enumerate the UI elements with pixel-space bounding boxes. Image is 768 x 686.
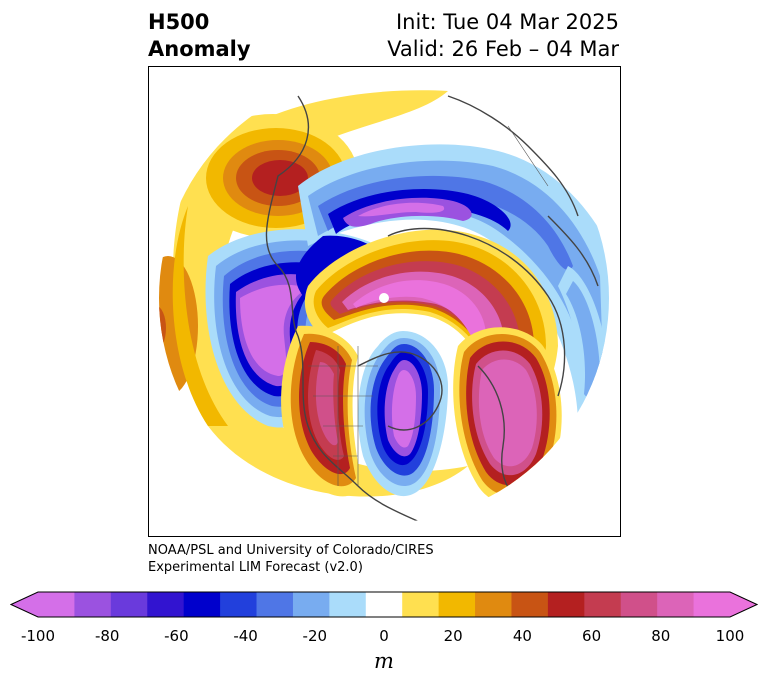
colorbar-unit: m xyxy=(374,649,394,673)
colorbar-outline xyxy=(10,591,758,618)
negative-anomaly-pacific xyxy=(205,229,388,428)
colorbar-segment xyxy=(547,592,585,617)
colorbar-tick-label: 0 xyxy=(379,627,389,645)
colorbar-tick-label: 20 xyxy=(443,627,463,645)
colorbar-segment xyxy=(38,592,75,617)
credit-text: NOAA/PSL and University of Colorado/CIRE… xyxy=(148,542,434,576)
north-pole-marker xyxy=(379,293,389,303)
colorbar-segment xyxy=(584,592,622,617)
colorbar-tick-label: -60 xyxy=(164,627,189,645)
credit-line-1: NOAA/PSL and University of Colorado/CIRE… xyxy=(148,543,434,558)
colorbar-segment xyxy=(365,592,403,617)
colorbar-segment xyxy=(256,592,294,617)
colorbar-segment xyxy=(292,592,330,617)
title-field: Anomaly xyxy=(148,37,251,61)
colorbar-over-arrow xyxy=(730,592,757,617)
colorbar-segment xyxy=(511,592,549,617)
positive-anomaly-western-us xyxy=(281,325,363,497)
credit-line-2: Experimental LIM Forecast (v2.0) xyxy=(148,560,363,575)
colorbar-segment xyxy=(110,592,148,617)
coastlines xyxy=(265,95,599,523)
colorbar-tick-label: 40 xyxy=(512,627,532,645)
colorbar-under-arrow xyxy=(11,592,38,617)
colorbar-segment xyxy=(402,592,440,617)
colorbar-segment xyxy=(74,592,112,617)
anomaly-map xyxy=(148,66,621,537)
title-left: H500 Anomaly xyxy=(148,9,251,63)
colorbar-segment xyxy=(475,592,512,617)
colorbar-tick-label: 60 xyxy=(582,627,602,645)
colorbar-segment xyxy=(620,592,658,617)
colorbar-tick-label: -20 xyxy=(302,627,328,645)
colorbar-segment xyxy=(657,592,695,617)
colorbar-tick-label: 100 xyxy=(715,627,745,645)
colorbar-segment xyxy=(329,592,367,617)
colorbar-segment xyxy=(147,592,185,617)
negative-anomaly-eastern-na xyxy=(358,331,448,497)
colorbar-tick-label: -80 xyxy=(94,627,120,645)
positive-anomaly-pacific-band xyxy=(172,206,228,426)
colorbar-segment xyxy=(183,592,221,617)
init-date: Init: Tue 04 Mar 2025 xyxy=(395,10,619,34)
colorbar xyxy=(10,591,758,618)
colorbar-segment xyxy=(693,592,731,617)
colorbar-segment xyxy=(438,592,476,617)
colorbar-segment xyxy=(220,592,258,617)
colorbar-ticks: -100 -80 -60 -40 -20 0 20 40 60 80 100 xyxy=(0,627,768,647)
title-variable: H500 xyxy=(148,10,210,34)
valid-range: Valid: 26 Feb – 04 Mar xyxy=(387,37,619,61)
colorbar-tick-label: -40 xyxy=(233,627,258,645)
colorbar-tick-label: 80 xyxy=(651,627,671,645)
colorbar-tick-label: -100 xyxy=(20,627,56,645)
title-right: Init: Tue 04 Mar 2025 Valid: 26 Feb – 04… xyxy=(387,9,619,63)
